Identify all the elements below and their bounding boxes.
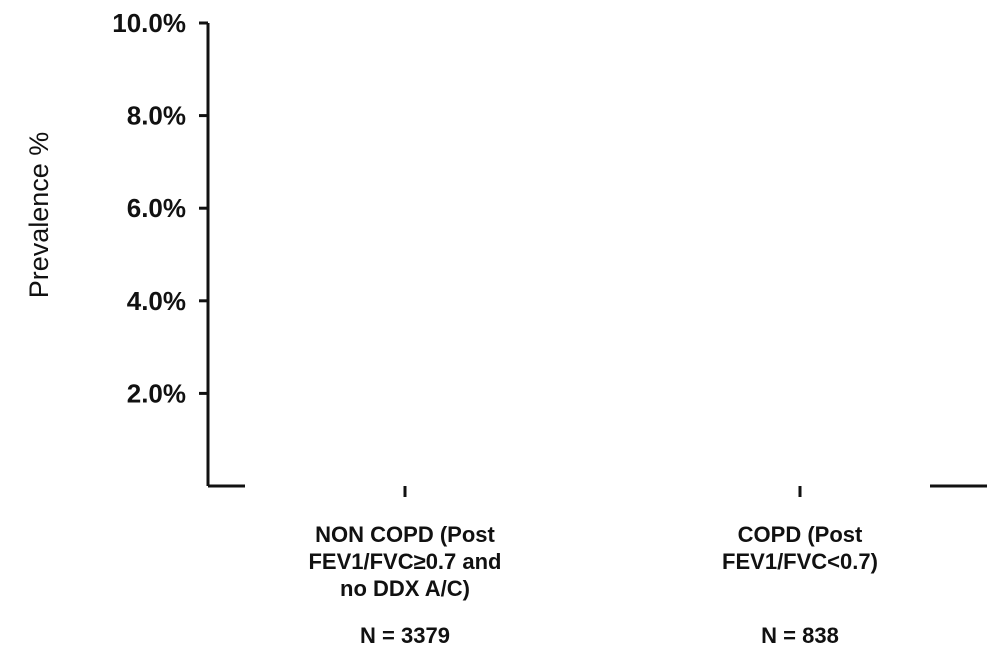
category-label-line: FEV1/FVC<0.7) (722, 549, 878, 574)
y-tick-label: 6.0% (127, 193, 186, 223)
y-tick-labels: 2.0% 4.0% 6.0% 8.0% 10.0% (112, 8, 186, 408)
y-tick-label: 4.0% (127, 286, 186, 316)
y-axis-title: Prevalence % (24, 132, 54, 299)
y-tick-label: 10.0% (112, 8, 186, 38)
category-label-line: COPD (Post (738, 522, 863, 547)
x-tick-marks (403, 486, 802, 497)
y-tick-label: 8.0% (127, 101, 186, 131)
category-label-line: no DDX A/C) (340, 576, 470, 601)
category-label-line: NON COPD (Post (315, 522, 495, 547)
category-n-label: N = 3379 (360, 623, 450, 647)
category-n-label: N = 838 (761, 623, 839, 647)
category-label-line: FEV1/FVC≥0.7 and (308, 549, 501, 574)
y-tick-marks (199, 21, 208, 395)
y-tick-label: 2.0% (127, 378, 186, 408)
